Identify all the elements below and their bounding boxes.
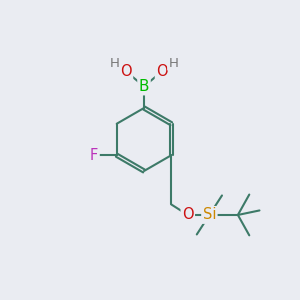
Text: H: H bbox=[110, 56, 119, 70]
Text: O: O bbox=[182, 208, 194, 223]
Text: O: O bbox=[156, 64, 168, 79]
Text: B: B bbox=[139, 79, 149, 94]
Text: F: F bbox=[90, 148, 98, 163]
Text: Si: Si bbox=[202, 208, 216, 223]
Text: H: H bbox=[169, 56, 178, 70]
Text: O: O bbox=[120, 64, 132, 79]
